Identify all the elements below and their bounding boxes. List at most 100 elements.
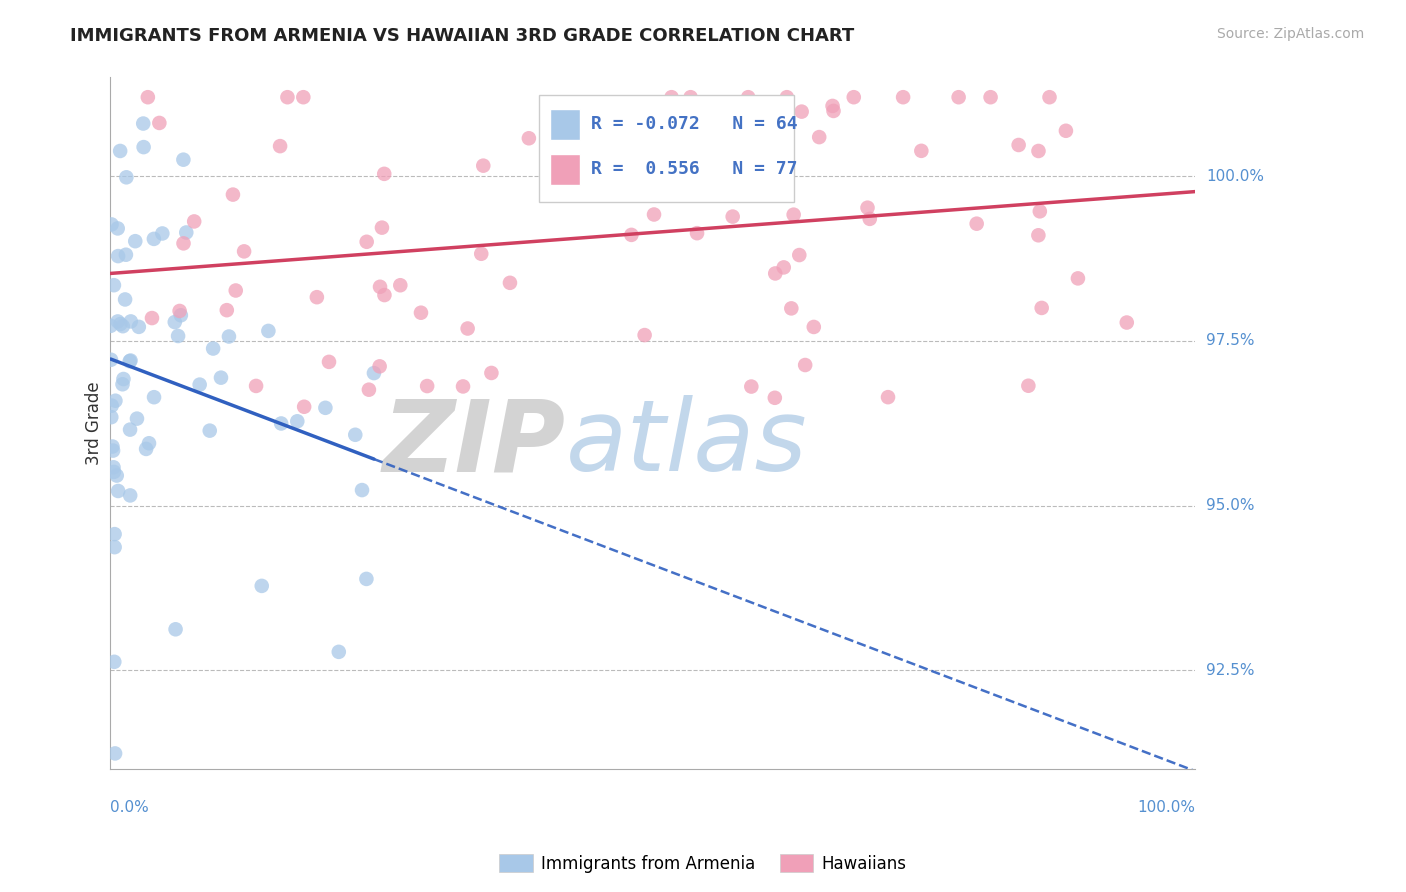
Point — [198, 424, 221, 438]
Point — [132, 117, 155, 131]
Point — [891, 90, 914, 104]
Point — [661, 90, 683, 104]
Point — [138, 436, 160, 450]
Point — [202, 342, 225, 356]
Point — [110, 317, 132, 331]
Point — [118, 354, 141, 368]
Y-axis label: 3rd Grade: 3rd Grade — [86, 382, 103, 465]
Point — [794, 358, 817, 372]
Point — [136, 90, 159, 104]
Point — [808, 130, 831, 145]
Point — [740, 379, 762, 393]
Point — [225, 284, 247, 298]
Point — [356, 235, 378, 249]
Point — [188, 377, 211, 392]
Point — [100, 318, 122, 333]
Point — [135, 442, 157, 456]
Point — [103, 465, 125, 479]
Point — [373, 288, 395, 302]
Point — [233, 244, 256, 259]
Point — [107, 221, 129, 235]
Point — [174, 226, 197, 240]
Point — [132, 140, 155, 154]
Point — [318, 355, 340, 369]
FancyBboxPatch shape — [550, 109, 581, 140]
Point — [276, 90, 298, 104]
Point — [842, 90, 865, 104]
Point — [1038, 90, 1060, 104]
Text: R =  0.556   N = 77: R = 0.556 N = 77 — [591, 160, 797, 178]
Point — [1067, 271, 1090, 285]
Point — [222, 187, 245, 202]
Point — [373, 167, 395, 181]
Point — [457, 321, 479, 335]
Point — [115, 248, 138, 262]
FancyBboxPatch shape — [538, 95, 794, 202]
Point — [1029, 204, 1052, 219]
Point — [120, 314, 142, 328]
Point — [371, 220, 394, 235]
Point — [112, 372, 135, 386]
Point — [966, 217, 988, 231]
Point — [666, 138, 689, 153]
Point — [124, 234, 146, 248]
Point — [148, 116, 170, 130]
Point — [350, 483, 373, 497]
Point — [245, 379, 267, 393]
Point — [104, 747, 127, 761]
Point — [111, 319, 134, 334]
Point — [100, 352, 122, 367]
Point — [787, 248, 810, 262]
FancyBboxPatch shape — [550, 153, 581, 185]
Point — [107, 314, 129, 328]
Point — [451, 379, 474, 393]
Point — [737, 90, 759, 104]
Point — [721, 210, 744, 224]
Point — [215, 303, 238, 318]
Point — [1115, 316, 1137, 330]
Point — [269, 139, 291, 153]
Point — [1028, 228, 1050, 243]
Point — [257, 324, 280, 338]
Legend: Immigrants from Armenia, Hawaiians: Immigrants from Armenia, Hawaiians — [492, 847, 914, 880]
Point — [803, 320, 825, 334]
Point — [170, 308, 193, 322]
Point — [183, 214, 205, 228]
Point — [782, 208, 804, 222]
Point — [416, 379, 439, 393]
Point — [101, 440, 124, 454]
Point — [115, 170, 138, 185]
Point — [763, 391, 786, 405]
Point — [165, 622, 187, 636]
Point — [120, 488, 142, 502]
Point — [823, 103, 845, 118]
Point — [120, 423, 142, 437]
Point — [143, 390, 166, 404]
Point — [763, 267, 786, 281]
Point — [763, 125, 786, 139]
Point — [368, 359, 391, 374]
Point — [218, 329, 240, 343]
Point — [100, 410, 122, 425]
Point — [103, 278, 125, 293]
Point — [517, 131, 540, 145]
Text: 0.0%: 0.0% — [110, 799, 149, 814]
Point — [250, 579, 273, 593]
Point — [790, 104, 813, 119]
Text: Source: ZipAtlas.com: Source: ZipAtlas.com — [1216, 27, 1364, 41]
Text: 100.0%: 100.0% — [1206, 169, 1264, 184]
Point — [877, 390, 900, 404]
Point — [686, 226, 709, 240]
Point — [1031, 301, 1053, 315]
Point — [821, 99, 844, 113]
Point — [108, 144, 131, 158]
Point — [128, 319, 150, 334]
Point — [470, 246, 492, 260]
Point — [141, 311, 163, 326]
Text: 92.5%: 92.5% — [1206, 663, 1256, 678]
Text: IMMIGRANTS FROM ARMENIA VS HAWAIIAN 3RD GRADE CORRELATION CHART: IMMIGRANTS FROM ARMENIA VS HAWAIIAN 3RD … — [70, 27, 855, 45]
Point — [270, 417, 292, 431]
Point — [209, 370, 232, 384]
Point — [100, 218, 122, 232]
Point — [409, 306, 432, 320]
